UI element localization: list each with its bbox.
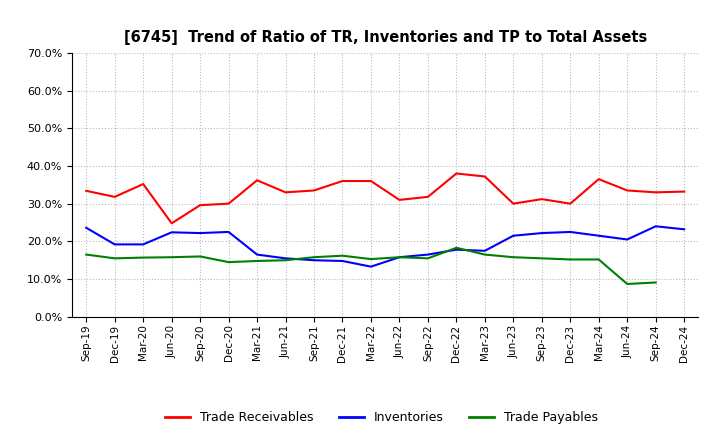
Trade Payables [595,257,603,262]
Trade Payables [167,255,176,260]
Trade Receivables [623,188,631,193]
Trade Receivables [680,189,688,194]
Trade Receivables [509,201,518,206]
Trade Receivables [537,197,546,202]
Trade Payables [310,255,318,260]
Trade Receivables [110,194,119,199]
Inventories [480,248,489,253]
Trade Receivables [480,174,489,179]
Legend: Trade Receivables, Inventories, Trade Payables: Trade Receivables, Inventories, Trade Pa… [161,407,603,429]
Trade Receivables [338,178,347,183]
Trade Payables [82,252,91,257]
Trade Payables [566,257,575,262]
Line: Trade Receivables: Trade Receivables [86,173,684,223]
Inventories [680,227,688,232]
Inventories [652,224,660,229]
Trade Payables [480,252,489,257]
Trade Receivables [196,202,204,208]
Trade Receivables [225,201,233,206]
Trade Payables [652,280,660,285]
Trade Payables [338,253,347,258]
Trade Receivables [595,176,603,182]
Trade Receivables [423,194,432,199]
Inventories [423,252,432,257]
Inventories [452,247,461,252]
Inventories [623,237,631,242]
Inventories [139,242,148,247]
Trade Receivables [167,220,176,226]
Trade Payables [395,255,404,260]
Trade Payables [253,258,261,264]
Trade Receivables [82,188,91,194]
Inventories [566,229,575,235]
Trade Payables [139,255,148,260]
Inventories [537,231,546,236]
Inventories [225,229,233,235]
Inventories [253,252,261,257]
Line: Trade Payables: Trade Payables [86,248,656,284]
Inventories [282,256,290,261]
Trade Payables [423,256,432,261]
Line: Inventories: Inventories [86,226,684,267]
Inventories [366,264,375,269]
Trade Receivables [139,181,148,187]
Inventories [338,258,347,264]
Inventories [196,231,204,236]
Trade Receivables [253,178,261,183]
Trade Payables [623,281,631,286]
Trade Payables [366,257,375,262]
Trade Receivables [566,201,575,206]
Trade Payables [282,257,290,263]
Trade Receivables [282,190,290,195]
Inventories [167,230,176,235]
Trade Payables [452,245,461,250]
Inventories [595,233,603,238]
Trade Receivables [366,178,375,183]
Inventories [82,225,91,231]
Inventories [310,257,318,263]
Trade Receivables [310,188,318,193]
Inventories [509,233,518,238]
Trade Receivables [395,197,404,202]
Trade Payables [537,256,546,261]
Title: [6745]  Trend of Ratio of TR, Inventories and TP to Total Assets: [6745] Trend of Ratio of TR, Inventories… [124,29,647,45]
Inventories [395,255,404,260]
Inventories [110,242,119,247]
Trade Payables [509,255,518,260]
Trade Payables [196,254,204,259]
Trade Receivables [652,190,660,195]
Trade Payables [225,260,233,265]
Trade Payables [110,256,119,261]
Trade Receivables [452,171,461,176]
